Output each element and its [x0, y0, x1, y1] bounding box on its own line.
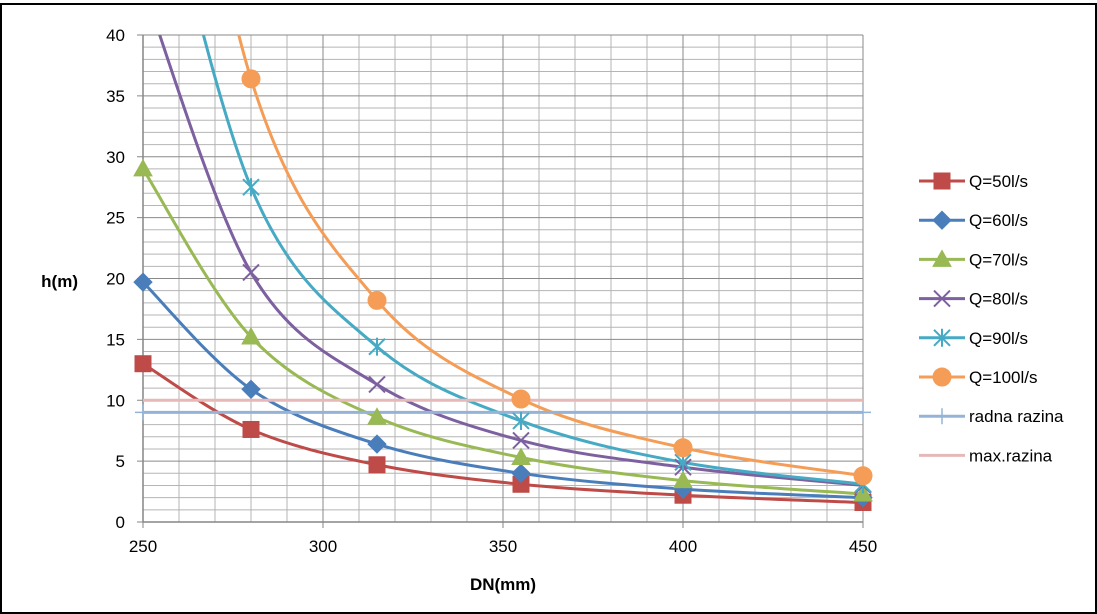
axes: 250 300 350 400 450 0 5 10 15 20 25 30 35 40 — [106, 26, 877, 556]
legend-label-q-60l-s: Q=60l/s — [969, 211, 1028, 230]
y-tick-label: 15 — [106, 330, 125, 349]
data-point-q-100l-s — [241, 69, 261, 89]
series-layer — [143, 35, 863, 505]
data-point-radna-razina — [135, 404, 151, 421]
gridlines — [142, 34, 864, 523]
y-tick-label: 20 — [106, 270, 125, 289]
data-point-q-90l-s — [368, 337, 386, 356]
data-point-q-100l-s — [511, 389, 531, 409]
x-tick-label: 400 — [669, 537, 697, 556]
legend-marker-q-60l-s — [932, 210, 952, 230]
legend-label-q-50l-s: Q=50l/s — [969, 172, 1028, 191]
data-point-q-60l-s — [241, 379, 261, 399]
y-tick-label: 30 — [106, 148, 125, 167]
series-line-q-60l-s — [143, 280, 863, 500]
legend-label-q-80l-s: Q=80l/s — [969, 290, 1028, 309]
y-tick-label: 5 — [116, 452, 125, 471]
data-point-q-90l-s — [512, 411, 530, 430]
data-point-q-50l-s — [134, 355, 152, 373]
data-point-q-60l-s — [367, 434, 387, 454]
legend-label-max-razina: max.razina — [969, 446, 1053, 465]
x-tick-label: 250 — [129, 537, 157, 556]
data-point-q-100l-s — [367, 290, 387, 310]
marker-layer — [133, 69, 873, 512]
legend-label-radna-razina: radna razina — [969, 407, 1064, 426]
y-tick-label: 35 — [106, 87, 125, 106]
legend-label-q-70l-s: Q=70l/s — [969, 250, 1028, 269]
x-tick-label: 350 — [489, 537, 517, 556]
data-point-q-70l-s — [241, 326, 261, 345]
legend-label-q-90l-s: Q=90l/s — [969, 329, 1028, 348]
series-line-q-90l-s — [201, 35, 863, 486]
y-tick-label: 10 — [106, 391, 125, 410]
legend-label-q-100l-s: Q=100l/s — [969, 368, 1038, 387]
legend-marker-q-50l-s — [933, 172, 951, 190]
y-axis-title: h(m) — [41, 272, 78, 291]
data-point-q-100l-s — [853, 466, 873, 486]
y-tick-label: 40 — [106, 26, 125, 45]
data-point-q-100l-s — [673, 438, 693, 458]
legend-marker-q-80l-s — [933, 289, 951, 308]
legend-marker-radna-razina — [934, 408, 950, 425]
data-point-q-50l-s — [242, 420, 260, 438]
series-line-q-70l-s — [143, 167, 863, 496]
x-axis-title: DN(mm) — [470, 575, 536, 594]
legend: Q=50l/s Q=60l/s Q=70l/s Q=80l/s Q=90l/s Q=100… — [919, 172, 1064, 465]
data-point-q-80l-s — [512, 431, 530, 450]
legend-marker-q-70l-s — [932, 249, 952, 267]
data-point-q-60l-s — [511, 463, 531, 484]
series-line-q-80l-s — [158, 35, 863, 487]
y-tick-label: 0 — [116, 513, 125, 532]
data-point-q-60l-s — [133, 272, 153, 292]
x-tick-label: 450 — [849, 537, 877, 556]
data-point-q-80l-s — [368, 375, 386, 394]
data-point-radna-razina — [855, 404, 871, 421]
data-point-q-50l-s — [368, 456, 386, 474]
x-tick-label: 300 — [309, 537, 337, 556]
data-point-q-70l-s — [673, 470, 693, 489]
legend-marker-q-100l-s — [932, 367, 952, 387]
data-point-q-70l-s — [511, 447, 531, 465]
data-point-q-70l-s — [133, 158, 153, 177]
data-point-q-80l-s — [242, 263, 260, 282]
data-point-q-70l-s — [367, 407, 387, 425]
data-point-q-90l-s — [242, 178, 260, 197]
legend-marker-q-90l-s — [933, 328, 951, 347]
y-tick-label: 25 — [106, 209, 125, 228]
